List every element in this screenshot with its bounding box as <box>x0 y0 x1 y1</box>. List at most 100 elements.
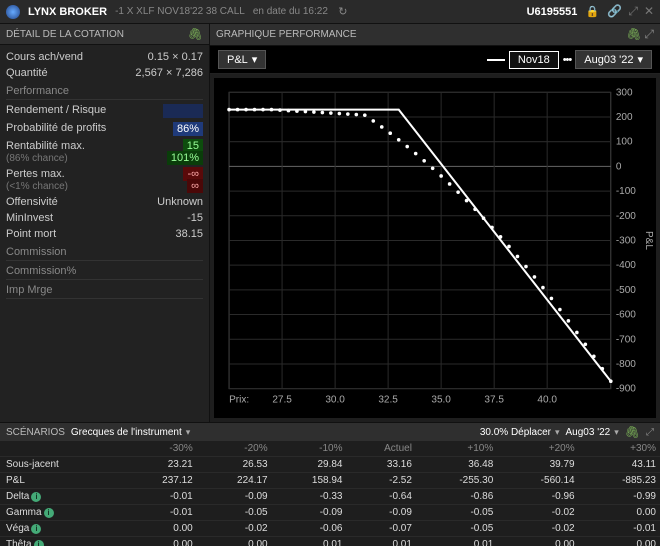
table-cell: 23.21 <box>122 457 197 473</box>
breakeven-value: 38.15 <box>175 228 203 240</box>
qty-label: Quantité <box>6 67 48 79</box>
bidask-value: 0.15 × 0.17 <box>148 51 203 63</box>
link-icon[interactable]: 🔗 <box>607 4 622 19</box>
qty-value: 2,567 × 7,286 <box>135 67 203 79</box>
chart-header: GRAPHIQUE PERFORMANCE 🖇 ⤢ <box>210 24 660 46</box>
greeks-dropdown[interactable]: Grecques de l'instrument <box>71 427 190 438</box>
mininvest-label: MinInvest <box>6 212 53 224</box>
popout-icon[interactable]: ⤢ <box>628 4 638 19</box>
chart-panel: GRAPHIQUE PERFORMANCE 🖇 ⤢ P&L ▾ Nov18 ••… <box>210 24 660 422</box>
table-cell: 29.84 <box>272 457 347 473</box>
svg-text:200: 200 <box>616 112 633 123</box>
date-dropdown[interactable]: Aug03 '22 <box>566 427 619 438</box>
max-loss-sub: (<1% chance) <box>6 181 68 192</box>
table-cell: -0.01 <box>122 489 197 505</box>
commission-pct-label: Commission% <box>6 263 203 280</box>
table-cell: 0.00 <box>122 521 197 537</box>
table-cell: 237.12 <box>122 473 197 489</box>
max-return-v2: 101% <box>167 151 203 165</box>
info-icon[interactable]: i <box>31 492 41 502</box>
table-cell: 39.79 <box>497 457 578 473</box>
table-col-header: -20% <box>197 441 272 457</box>
scenarios-link-icon[interactable]: 🖇 <box>625 425 640 439</box>
table-cell: -0.09 <box>197 489 272 505</box>
svg-text:-300: -300 <box>616 235 636 246</box>
quote-detail-header: DÉTAIL DE LA COTATION 🖇 <box>0 24 209 45</box>
svg-text:0: 0 <box>616 161 622 172</box>
quote-detail-panel: DÉTAIL DE LA COTATION 🖇 Cours ach/vend0.… <box>0 24 210 422</box>
row-label: Deltai <box>0 489 122 505</box>
svg-text:-500: -500 <box>616 285 636 296</box>
svg-text:300: 300 <box>616 87 633 98</box>
panel-link-icon[interactable]: 🖇 <box>188 27 203 41</box>
chart-link-icon[interactable]: 🖇 <box>626 27 641 41</box>
table-cell: 43.11 <box>579 457 660 473</box>
svg-text:100: 100 <box>616 137 633 148</box>
risk-return-label: Rendement / Risque <box>6 104 106 118</box>
table-cell: 158.94 <box>272 473 347 489</box>
series2-chip[interactable]: Aug03 '22 ▾ <box>575 50 652 69</box>
table-col-header: +20% <box>497 441 578 457</box>
table-row: Végai0.00-0.02-0.06-0.07-0.05-0.02-0.01 <box>0 521 660 537</box>
info-icon[interactable]: i <box>44 508 54 518</box>
refresh-icon[interactable]: ↻ <box>336 5 350 19</box>
table-row: Thêtai0.000.000.010.010.010.000.00 <box>0 537 660 546</box>
table-col-header: -10% <box>272 441 347 457</box>
risk-return-value <box>163 104 203 118</box>
table-col-header: +10% <box>416 441 497 457</box>
svg-text:-800: -800 <box>616 359 636 370</box>
move-dropdown[interactable]: 30.0% Déplacer <box>480 427 560 438</box>
table-cell: -0.05 <box>416 521 497 537</box>
svg-text:Prix:: Prix: <box>229 395 249 406</box>
table-cell: -0.05 <box>197 505 272 521</box>
titlebar: LYNX BROKER -1 X XLF NOV18'22 38 CALL en… <box>0 0 660 24</box>
timestamp: en date du 16:22 <box>253 6 328 17</box>
info-icon[interactable]: i <box>34 540 44 546</box>
account-id: U6195551 <box>527 6 578 18</box>
chart-expand-icon[interactable]: ⤢ <box>644 27 654 41</box>
broker-name: LYNX BROKER <box>28 6 107 18</box>
svg-text:37.5: 37.5 <box>484 395 504 406</box>
performance-section: Performance <box>6 83 203 100</box>
table-row: P&L237.12224.17158.94-2.52-255.30-560.14… <box>0 473 660 489</box>
lock-icon[interactable]: 🔒 <box>585 5 599 19</box>
table-col-header: Actuel <box>346 441 415 457</box>
table-cell: -0.01 <box>579 521 660 537</box>
close-icon[interactable]: ✕ <box>644 4 654 19</box>
table-cell: -0.99 <box>579 489 660 505</box>
info-icon[interactable]: i <box>31 524 41 534</box>
table-cell: -255.30 <box>416 473 497 489</box>
table-cell: -0.64 <box>346 489 415 505</box>
scenarios-table: -30%-20%-10%Actuel+10%+20%+30%Sous-jacen… <box>0 441 660 546</box>
row-label: P&L <box>0 473 122 489</box>
svg-text:-700: -700 <box>616 334 636 345</box>
table-row: Gammai-0.01-0.05-0.09-0.09-0.05-0.020.00 <box>0 505 660 521</box>
max-loss-label: Pertes max. <box>6 168 65 180</box>
scenarios-expand-icon[interactable]: ⤢ <box>646 427 654 438</box>
scenarios-panel: SCÉNARIOS Grecques de l'instrument 30.0%… <box>0 422 660 546</box>
max-return-label: Rentabilité max. <box>6 140 85 152</box>
prob-profit-value: 86% <box>173 122 203 136</box>
svg-text:-600: -600 <box>616 310 636 321</box>
legend-solid-line <box>487 59 505 61</box>
mininvest-value: -15 <box>187 212 203 224</box>
row-label: Gammai <box>0 505 122 521</box>
table-cell: 36.48 <box>416 457 497 473</box>
table-cell: -0.96 <box>497 489 578 505</box>
series1-chip[interactable]: Nov18 <box>509 51 559 69</box>
pnl-selector[interactable]: P&L ▾ <box>218 50 266 69</box>
svg-text:P&L: P&L <box>643 231 654 250</box>
commission-label: Commission <box>6 244 203 261</box>
table-cell: -0.05 <box>416 505 497 521</box>
svg-text:-100: -100 <box>616 186 636 197</box>
max-loss-v2: ∞ <box>187 179 203 193</box>
table-col-header: +30% <box>579 441 660 457</box>
table-cell: -2.52 <box>346 473 415 489</box>
table-cell: 26.53 <box>197 457 272 473</box>
table-cell: 0.01 <box>346 537 415 546</box>
table-cell: 224.17 <box>197 473 272 489</box>
table-cell: -0.33 <box>272 489 347 505</box>
svg-text:35.0: 35.0 <box>431 395 451 406</box>
svg-text:27.5: 27.5 <box>272 395 292 406</box>
table-cell: -0.06 <box>272 521 347 537</box>
